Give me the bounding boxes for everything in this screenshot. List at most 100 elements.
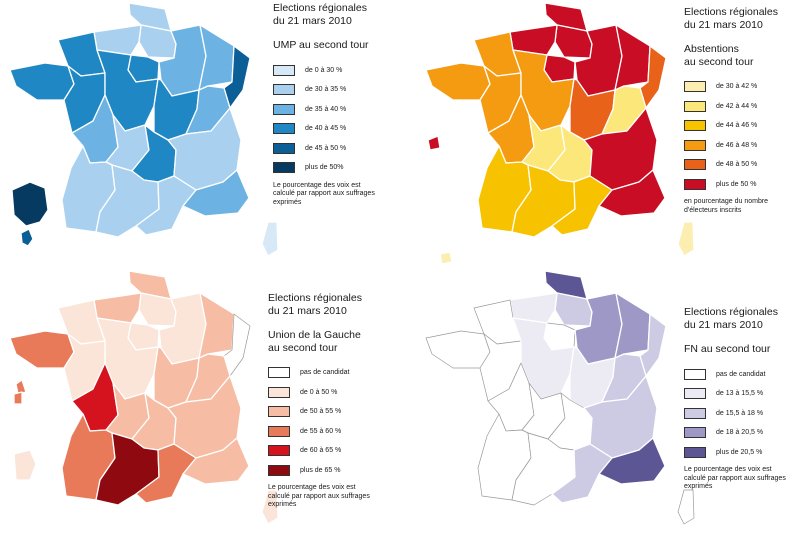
- subtitle-line1: Abstentions: [684, 43, 739, 55]
- region-cen: [96, 317, 159, 400]
- legend-item: plus de 50%: [273, 158, 383, 178]
- region-mar: [13, 391, 23, 405]
- title-line2: du 21 mars 2010: [268, 304, 347, 317]
- title-line1: Elections régionales: [684, 306, 778, 318]
- legend-items: pas de candidat de 0 à 50 % de 50 à 55 % de…: [268, 363, 378, 480]
- france-map: [9, 270, 279, 525]
- legend-item: pas de candidat: [268, 363, 378, 383]
- legend-item: de 44 à 46 %: [684, 116, 784, 136]
- map-ump: [0, 0, 394, 268]
- legend-ump: Elections régionales du 21 mars 2010 UMP…: [273, 2, 383, 207]
- legend-note: Le pourcentage des voix est calculé par …: [268, 484, 370, 508]
- legend-label: pas de candidat: [716, 370, 766, 378]
- region-bre: [425, 62, 491, 101]
- region-bre: [9, 62, 75, 101]
- panel-gauche: Elections régionales du 21 mars 2010 Uni…: [0, 268, 394, 536]
- region-bre: [9, 330, 75, 369]
- subtitle-line1: Union de la Gauche: [268, 329, 361, 341]
- title-line2: du 21 mars 2010: [684, 318, 763, 331]
- legend-swatch: [268, 425, 290, 437]
- legend-item: de 13 à 15,5 %: [684, 384, 788, 404]
- region-cor: [677, 221, 695, 257]
- legend-swatch: [684, 120, 706, 132]
- legend-item: de 48 à 50 %: [684, 155, 784, 175]
- region-cen: [512, 317, 575, 400]
- legend-label: de 0 à 50 %: [300, 388, 338, 396]
- legend-label: de 35 à 40 %: [305, 105, 347, 113]
- legend-swatch: [684, 178, 706, 190]
- subtitle-line1: FN au second tour: [684, 343, 771, 355]
- panel-ump: Elections régionales du 21 mars 2010 UMP…: [0, 0, 394, 268]
- legend-item: de 0 à 50 %: [268, 383, 378, 403]
- legend-item: de 60 à 65 %: [268, 441, 378, 461]
- france-map: [425, 2, 695, 265]
- region-reu: [439, 251, 453, 265]
- legend-swatch: [273, 84, 295, 96]
- region-cor: [677, 489, 695, 525]
- legend-swatch: [268, 367, 290, 379]
- legend-swatch: [684, 159, 706, 171]
- legend-item: de 0 à 30 %: [273, 61, 383, 81]
- subtitle-line2: au second tour: [268, 341, 338, 354]
- legend-item: de 30 à 42 %: [684, 77, 784, 97]
- legend-label: de 30 à 35 %: [305, 86, 347, 94]
- legend-items: de 0 à 30 % de 30 à 35 % de 35 à 40 % de 40…: [273, 61, 383, 178]
- legend-items: de 30 à 42 % de 42 à 44 % de 44 à 46 % de 4…: [684, 77, 784, 194]
- legend-label: plus de 65 %: [300, 466, 341, 474]
- panel-abstentions: Elections régionales du 21 mars 2010 Abs…: [416, 0, 788, 268]
- region-lr: [551, 443, 613, 504]
- legend-note: en pourcentage du nombre d'électeurs ins…: [684, 198, 769, 214]
- legend-swatch: [273, 103, 295, 115]
- region-lr: [551, 175, 613, 236]
- legend-item: de 15,5 à 18 %: [684, 404, 788, 424]
- map-fn: [416, 268, 788, 536]
- region-paca: [182, 437, 250, 485]
- region-cor: [261, 489, 279, 525]
- legend-item: de 30 à 35 %: [273, 80, 383, 100]
- region-cor: [261, 221, 279, 257]
- map-gauche: [0, 268, 394, 536]
- legend-item: de 46 à 48 %: [684, 136, 784, 156]
- legend-note: Le pourcentage des voix est calculé par …: [273, 181, 375, 206]
- legend-abstentions: Elections régionales du 21 mars 2010 Abs…: [684, 6, 784, 215]
- legend-label: de 40 à 45 %: [305, 125, 347, 133]
- region-cen: [96, 49, 159, 132]
- legend-swatch: [273, 162, 295, 174]
- legend-label: de 15,5 à 18 %: [716, 409, 764, 417]
- region-cen: [512, 49, 575, 132]
- legend-gauche: Elections régionales du 21 mars 2010 Uni…: [268, 292, 378, 510]
- legend-item: pas de candidat: [684, 365, 788, 385]
- legend-note: Le pourcentage des voix est calculé par …: [684, 466, 786, 490]
- region-paca: [598, 169, 666, 217]
- region-lr: [135, 443, 197, 504]
- legend-swatch: [273, 123, 295, 135]
- legend-swatch: [268, 445, 290, 457]
- region-lr: [135, 175, 197, 236]
- legend-label: plus de 50 %: [716, 180, 757, 188]
- region-paca: [182, 169, 250, 217]
- region-gua: [15, 379, 27, 395]
- legend-swatch: [684, 139, 706, 151]
- legend-label: de 42 à 44 %: [716, 102, 758, 110]
- region-guy: [13, 449, 37, 481]
- region-paca: [598, 437, 666, 485]
- legend-label: de 0 à 30 %: [305, 66, 343, 74]
- legend-item: de 42 à 44 %: [684, 97, 784, 117]
- legend-label: de 30 à 42 %: [716, 83, 758, 91]
- region-mar: [427, 135, 441, 151]
- panel-fn: Elections régionales du 21 mars 2010 FN …: [416, 268, 788, 536]
- legend-swatch: [268, 406, 290, 418]
- legend-swatch: [268, 464, 290, 476]
- france-map: [9, 2, 279, 257]
- legend-swatch: [684, 427, 706, 439]
- legend-label: de 13 à 15,5 %: [716, 390, 764, 398]
- legend-label: de 46 à 48 %: [716, 141, 758, 149]
- title-line2: du 21 mars 2010: [273, 14, 352, 27]
- title-line1: Elections régionales: [684, 6, 778, 18]
- legend-label: de 18 à 20,5 %: [716, 429, 764, 437]
- legend-label: pas de candidat: [300, 369, 350, 377]
- legend-label: de 55 à 60 %: [300, 427, 342, 435]
- region-reu: [20, 228, 34, 247]
- legend-item: de 55 à 60 %: [268, 422, 378, 442]
- legend-item: plus de 65 %: [268, 461, 378, 481]
